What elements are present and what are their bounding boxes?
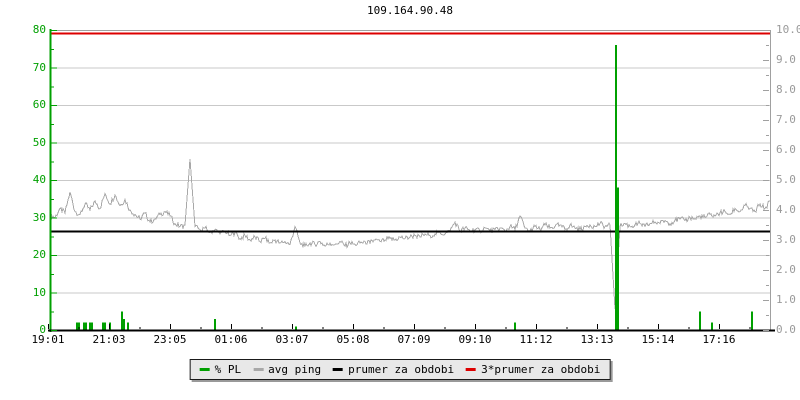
y-right-tick-label: 8.0 bbox=[776, 83, 796, 96]
avg-ping-swatch-icon bbox=[253, 368, 264, 371]
pl-bar bbox=[83, 322, 85, 330]
pl-bar bbox=[711, 322, 713, 330]
legend-label-period-avg3: 3*prumer za obdobi bbox=[481, 363, 601, 376]
y-left-tick-label: 10 bbox=[32, 285, 46, 299]
y-left-tick-label: 20 bbox=[32, 248, 46, 261]
pl-swatch-icon bbox=[199, 368, 210, 371]
pl-bar bbox=[121, 311, 123, 330]
avg-ping-line bbox=[49, 158, 771, 310]
y-right-tick-label: 3.0 bbox=[776, 233, 796, 246]
legend-label-period-avg: prumer za obdobi bbox=[348, 363, 455, 376]
pl-bar bbox=[85, 322, 87, 330]
legend-item-period-avg3: 3*prumer za obdobi bbox=[466, 363, 600, 376]
x-tick-label: 15:14 bbox=[641, 333, 675, 346]
pl-bar bbox=[699, 311, 701, 330]
y-left-tick-label: 40 bbox=[32, 173, 46, 186]
y-left-tick-label: 60 bbox=[32, 98, 46, 111]
pl-bar bbox=[78, 322, 80, 330]
y-right-tick-label: 6.0 bbox=[776, 143, 796, 156]
x-tick-label: 01:06 bbox=[214, 333, 248, 346]
x-tick-label: 17:16 bbox=[702, 333, 736, 346]
y-left-tick-label: 30 bbox=[32, 210, 46, 224]
legend-item-avg-ping: avg ping bbox=[253, 363, 321, 376]
y-right-tick-label: 0.0 bbox=[776, 323, 796, 336]
y-right-tick-label: 4.0 bbox=[776, 203, 796, 216]
period-avg3-swatch-icon bbox=[466, 368, 477, 371]
x-tick-label: 09:10 bbox=[458, 333, 492, 346]
x-tick-label: 19:01 bbox=[31, 333, 65, 346]
y-right-tick-label: 1.0 bbox=[776, 293, 796, 306]
y-right-tick-label: 5.0 bbox=[776, 173, 796, 186]
graph-title: 109.164.90.48 bbox=[366, 4, 454, 17]
pl-bar bbox=[295, 326, 297, 330]
y-left-tick-label: 0 bbox=[39, 323, 46, 336]
legend-item-pl: % PL bbox=[199, 363, 242, 376]
legend-label-avg-ping: avg ping bbox=[268, 363, 322, 376]
x-tick-label: 13:13 bbox=[580, 333, 614, 346]
legend: % PL avg ping prumer za obdobi 3*prumer … bbox=[189, 359, 611, 380]
x-tick-label: 21:03 bbox=[92, 333, 126, 346]
y-right-tick-label: 2.0 bbox=[776, 263, 796, 276]
x-tick-label: 07:09 bbox=[397, 333, 431, 346]
y-left-tick-label: 80 bbox=[32, 23, 46, 36]
pl-bar bbox=[617, 187, 619, 330]
pl-bar bbox=[102, 322, 104, 330]
pl-bar bbox=[104, 322, 106, 330]
pl-bar bbox=[214, 318, 216, 330]
pl-bar bbox=[127, 322, 129, 330]
pl-bar bbox=[615, 45, 617, 330]
y-right-tick-label: 7.0 bbox=[776, 113, 796, 126]
y-right-tick-label: 9.0 bbox=[776, 53, 796, 66]
legend-item-period-avg: prumer za obdobi bbox=[333, 363, 454, 376]
pl-bar bbox=[123, 318, 125, 330]
pl-bar bbox=[91, 322, 93, 330]
period-avg-swatch-icon bbox=[333, 368, 344, 371]
pl-bar bbox=[76, 322, 78, 330]
x-tick-label: 23:05 bbox=[153, 333, 187, 346]
x-tick-label: 05:08 bbox=[336, 333, 370, 346]
x-tick-label: 11:12 bbox=[519, 333, 553, 346]
pl-bar bbox=[751, 311, 753, 330]
y-right-tick-label: 10.0 bbox=[776, 23, 800, 36]
pl-bar bbox=[89, 322, 91, 330]
pl-bar bbox=[514, 322, 516, 330]
y-left-tick-label: 70 bbox=[32, 60, 46, 74]
legend-label-pl: % PL bbox=[214, 363, 242, 376]
x-tick-label: 03:07 bbox=[275, 333, 309, 346]
y-left-tick-label: 50 bbox=[32, 135, 46, 149]
